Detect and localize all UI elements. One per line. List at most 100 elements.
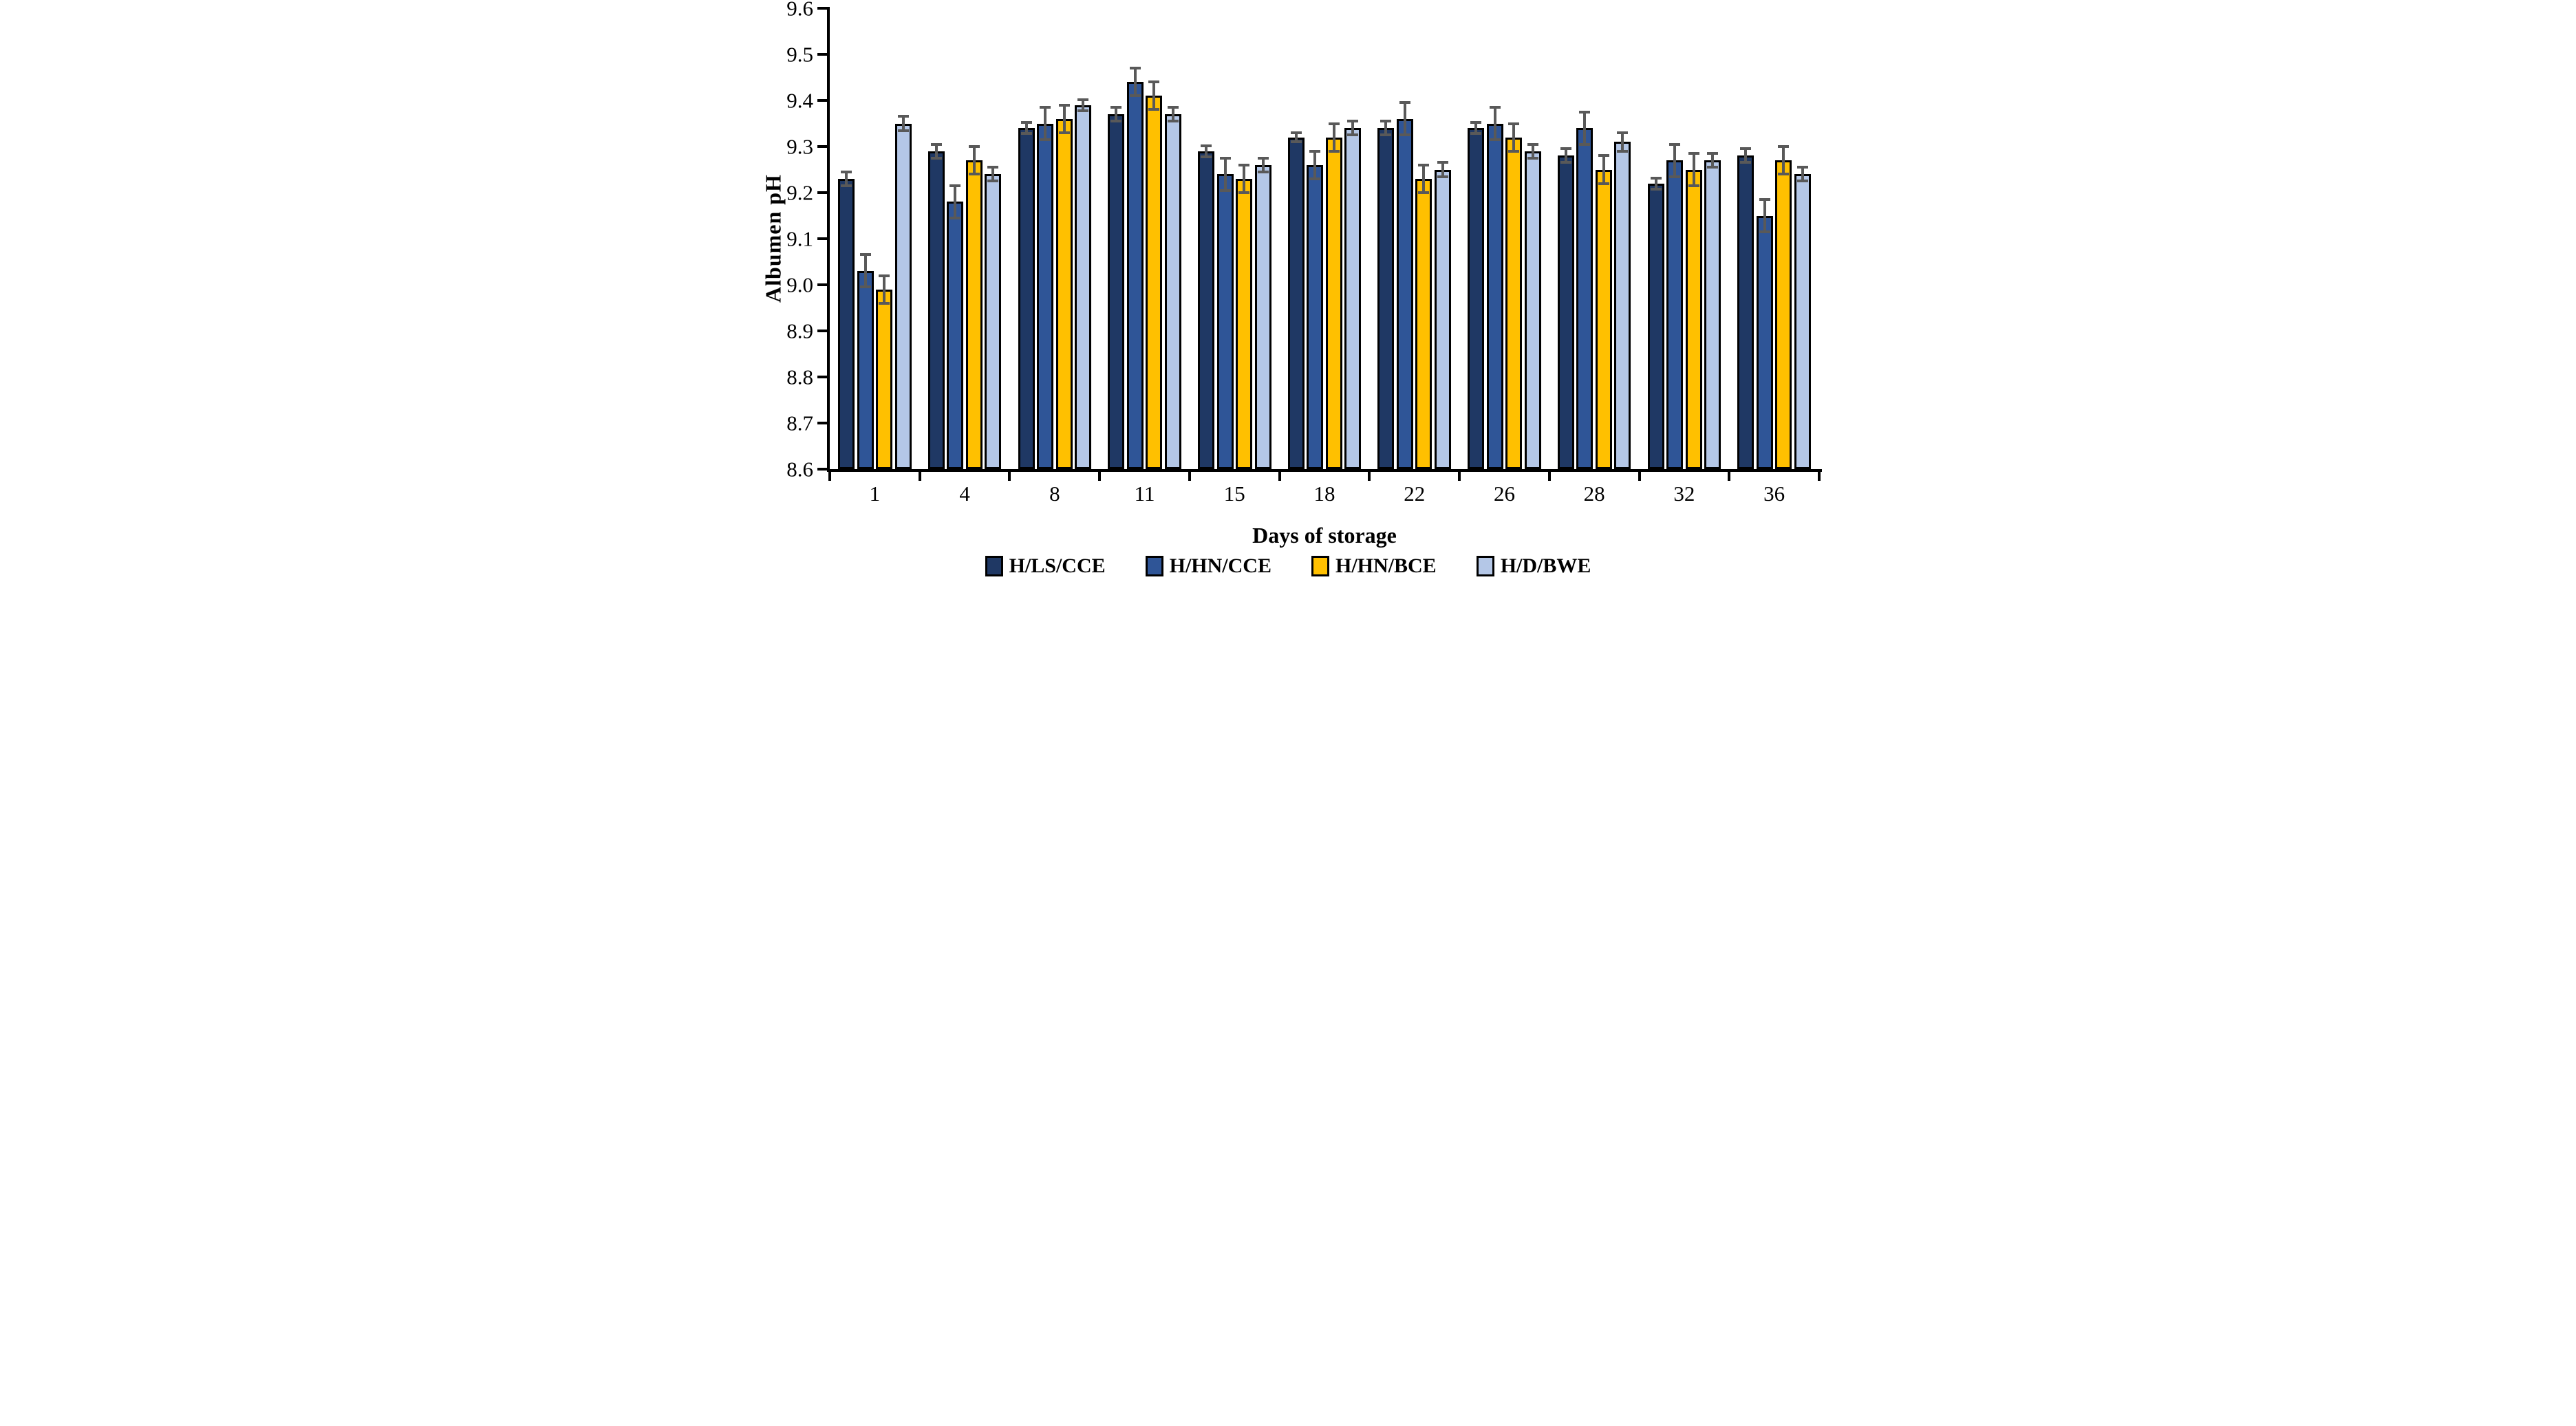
error-bar-cap-bottom xyxy=(1470,132,1482,136)
error-bar-cap-bottom xyxy=(1669,175,1681,178)
y-axis-tick xyxy=(817,468,828,471)
error-bar-line xyxy=(1763,199,1766,232)
bar xyxy=(1325,137,1342,469)
x-axis-category-label: 26 xyxy=(1493,482,1515,506)
y-axis-tick xyxy=(817,53,828,56)
error-bar-cap-top xyxy=(1489,106,1501,109)
error-bar-cap-bottom xyxy=(1201,155,1212,158)
legend: H/LS/CCE H/HN/CCE H/HN/BCE H/D/BWE xyxy=(751,554,1825,578)
x-axis-tick xyxy=(1818,472,1821,481)
x-axis-tick xyxy=(918,472,921,481)
y-axis-tick xyxy=(817,191,828,194)
x-axis-tick xyxy=(1008,472,1011,481)
bar xyxy=(1198,151,1215,469)
y-axis-tick-label: 9.4 xyxy=(786,88,813,113)
y-axis-tick-label: 8.8 xyxy=(786,365,813,389)
error-bar-line xyxy=(1171,107,1174,122)
y-axis-tick xyxy=(817,145,828,148)
error-bar-cap-bottom xyxy=(1508,149,1520,153)
y-axis-tick-label: 9.5 xyxy=(786,42,813,67)
error-bar-cap-bottom xyxy=(1598,182,1609,185)
error-bar-line xyxy=(1782,147,1785,175)
legend-item: H/HN/BCE xyxy=(1311,554,1437,578)
error-bar-cap-bottom xyxy=(841,184,852,187)
error-bar-cap-top xyxy=(1707,152,1719,155)
x-axis-category-label: 18 xyxy=(1313,482,1335,506)
error-bar-cap-bottom xyxy=(949,216,961,219)
error-bar-line xyxy=(1422,164,1426,193)
bar xyxy=(1344,128,1362,469)
bar xyxy=(1108,114,1125,469)
error-bar-cap-bottom xyxy=(859,285,871,289)
error-bar-cap-top xyxy=(1290,131,1302,134)
bar xyxy=(1468,128,1485,469)
y-axis-tick-label: 9.3 xyxy=(786,134,813,159)
legend-label: H/HN/CCE xyxy=(1169,554,1271,577)
error-bar-cap-top xyxy=(1418,163,1430,166)
y-axis-tick-label: 8.9 xyxy=(786,318,813,343)
x-axis-category-label: 8 xyxy=(1049,482,1060,506)
error-bar-line xyxy=(1205,145,1208,157)
bar xyxy=(1075,105,1092,469)
x-axis-tick xyxy=(1458,472,1461,481)
error-bar-line xyxy=(845,171,848,186)
x-axis-category-label: 36 xyxy=(1763,482,1785,506)
error-bar-cap-top xyxy=(897,115,909,118)
error-bar-cap-top xyxy=(1328,122,1340,125)
error-bar-line xyxy=(991,167,995,182)
error-bar-cap-bottom xyxy=(1579,142,1591,146)
error-bar-cap-bottom xyxy=(1380,133,1392,137)
legend-label: H/D/BWE xyxy=(1500,554,1591,577)
error-bar-cap-bottom xyxy=(1110,120,1122,123)
error-bar-cap-top xyxy=(1201,144,1212,147)
error-bar-cap-top xyxy=(1077,98,1089,101)
error-bar-cap-top xyxy=(1167,106,1179,109)
error-bar-line xyxy=(1313,151,1317,179)
bar xyxy=(1055,118,1073,469)
bar xyxy=(1704,160,1721,469)
bar xyxy=(1018,128,1035,469)
bar xyxy=(927,151,945,469)
legend-item: H/LS/CCE xyxy=(985,554,1106,578)
error-bar-cap-bottom xyxy=(1077,109,1089,112)
bar xyxy=(1307,164,1324,469)
bar xyxy=(857,270,874,469)
legend-swatch xyxy=(1145,556,1163,576)
error-bar-cap-bottom xyxy=(1560,161,1571,164)
bar xyxy=(1216,174,1234,469)
error-bar-line xyxy=(901,116,905,131)
error-bar-line xyxy=(1583,111,1587,144)
bar xyxy=(894,123,912,469)
legend-item: H/D/BWE xyxy=(1476,554,1591,578)
bar xyxy=(1146,96,1163,469)
error-bar-cap-top xyxy=(1650,176,1662,180)
y-axis-tick xyxy=(817,376,828,378)
y-axis-tick-label: 9.2 xyxy=(786,180,813,205)
error-bar-line xyxy=(1602,155,1605,184)
error-bar-cap-bottom xyxy=(1617,149,1629,153)
error-bar-cap-top xyxy=(949,184,961,187)
error-bar-cap-top xyxy=(1508,122,1520,125)
y-axis-tick xyxy=(817,7,828,10)
x-axis-tick xyxy=(1368,472,1371,481)
error-bar-cap-bottom xyxy=(897,129,909,132)
legend-label: H/LS/CCE xyxy=(1009,554,1106,577)
error-bar-line xyxy=(1801,167,1804,182)
error-bar-line xyxy=(1115,107,1118,122)
error-bar-cap-top xyxy=(1598,154,1609,158)
x-axis-category-label: 11 xyxy=(1134,482,1155,506)
error-bar-line xyxy=(1621,132,1624,151)
error-bar-cap-top xyxy=(1399,101,1410,105)
bar xyxy=(1576,128,1593,469)
x-axis-tick xyxy=(1188,472,1191,481)
bar xyxy=(1377,128,1395,469)
error-bar-cap-top xyxy=(1778,145,1790,148)
error-bar-cap-bottom xyxy=(1688,184,1699,187)
legend-item: H/HN/CCE xyxy=(1145,554,1271,578)
error-bar-cap-top xyxy=(1470,121,1482,125)
error-bar-line xyxy=(1261,158,1265,172)
bar xyxy=(1685,169,1702,469)
error-bar-line xyxy=(934,144,938,158)
error-bar-cap-bottom xyxy=(1309,177,1321,180)
y-axis-tick-label: 9.1 xyxy=(786,226,813,251)
